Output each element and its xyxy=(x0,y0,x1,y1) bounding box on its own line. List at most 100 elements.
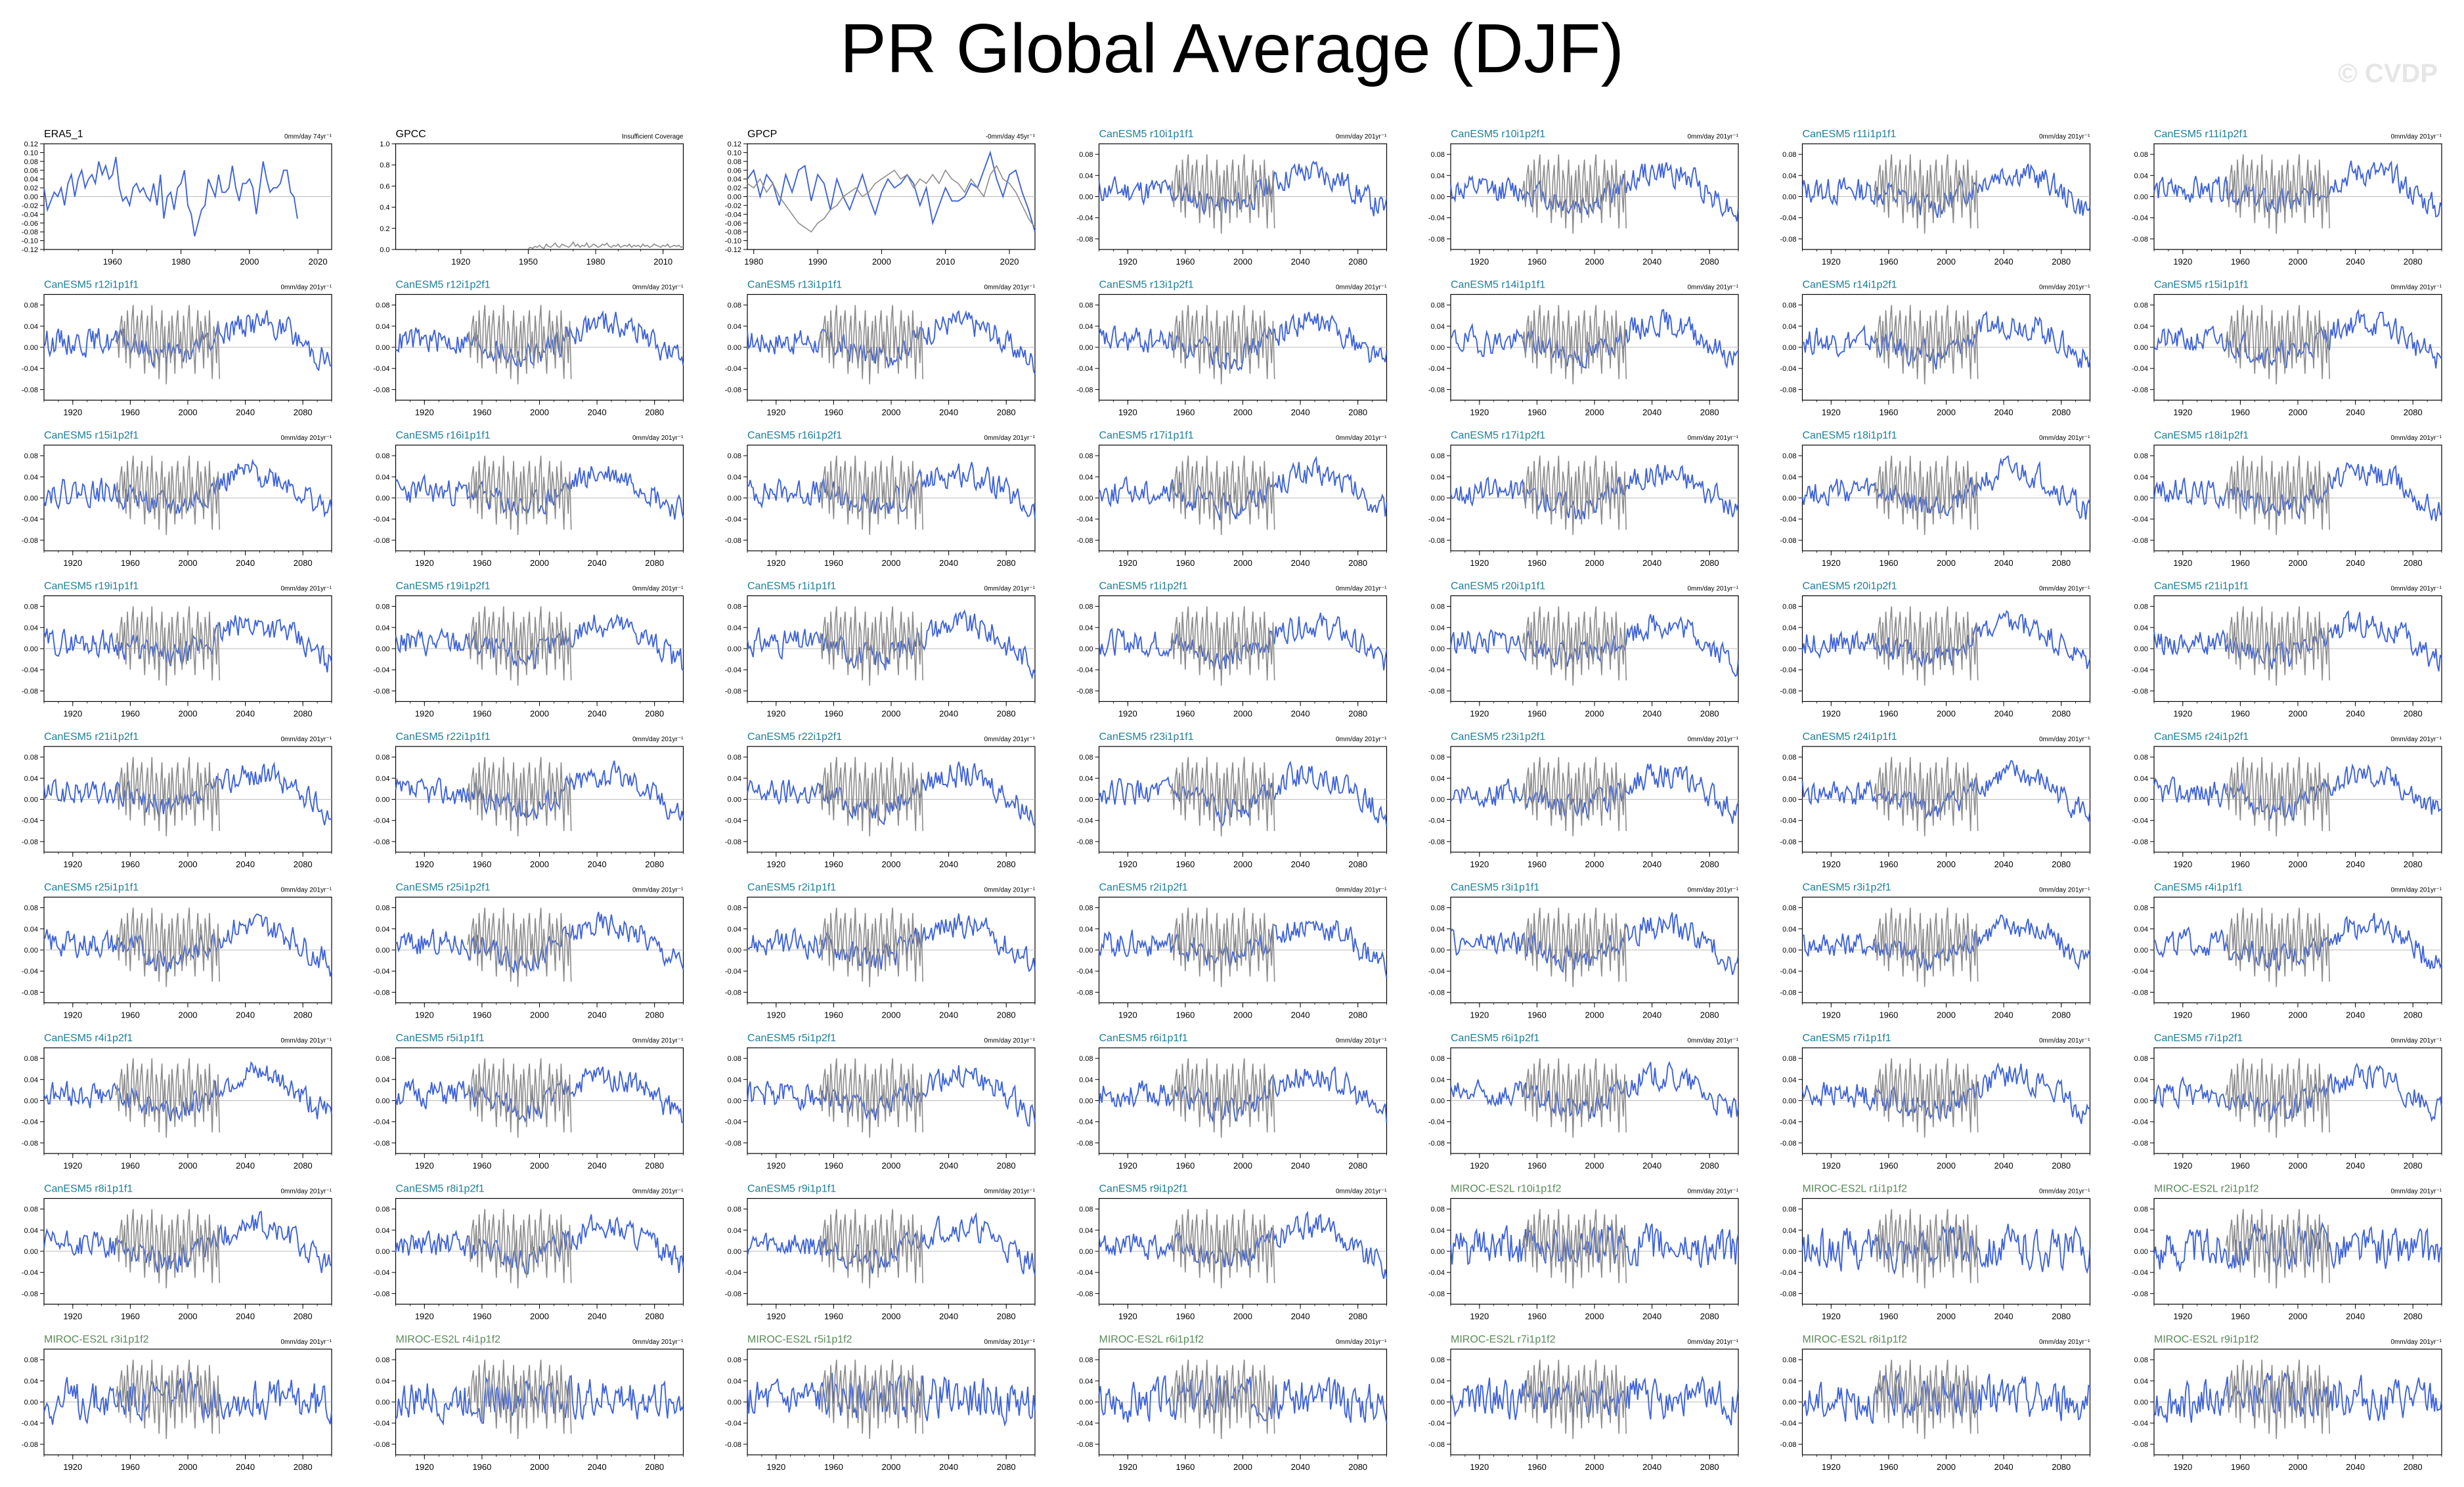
reference-series-line xyxy=(1874,757,1979,836)
x-tick-label: 1980 xyxy=(586,257,605,267)
reference-series-line xyxy=(1170,1058,1275,1138)
series-line xyxy=(2153,1062,2442,1123)
x-tick-label: 2040 xyxy=(939,1010,958,1020)
x-tick-label: 2040 xyxy=(236,1010,255,1020)
x-tick-label: 1920 xyxy=(451,257,470,267)
x-tick-label: 2000 xyxy=(1233,709,1252,719)
y-tick-label: 0.08 xyxy=(728,754,741,762)
x-tick-label: 1920 xyxy=(1822,1161,1841,1171)
panel-58: MIROC-ES2L r5i1p1f2 0mm/day 201yr⁻¹ 0.08 0.… xyxy=(725,1334,1036,1472)
y-tick-label: -0.04 xyxy=(373,666,389,674)
x-tick-label: 1920 xyxy=(766,709,785,719)
x-tick-label: 2040 xyxy=(236,558,255,568)
x-tick-label: 2080 xyxy=(2404,1010,2423,1020)
panel-trend-label: 0mm/day 201yr⁻¹ xyxy=(2039,284,2090,291)
y-tick-label: 0.08 xyxy=(1782,754,1796,762)
panel-title: CanESM5 r12i1p2f1 xyxy=(396,280,491,291)
x-tick-label: 1960 xyxy=(2231,257,2250,267)
y-tick-label: -0.06 xyxy=(725,220,741,228)
y-tick-label: -0.08 xyxy=(2132,687,2148,695)
y-tick-label: 0.08 xyxy=(376,1356,389,1364)
reference-series-line xyxy=(115,456,220,535)
x-tick-label: 1960 xyxy=(1528,408,1547,418)
panel-trend-label: 0mm/day 201yr⁻¹ xyxy=(2039,1339,2090,1346)
reference-series-line xyxy=(2225,456,2330,535)
reference-series-line xyxy=(1874,1209,1979,1289)
series-line xyxy=(2153,1371,2442,1423)
x-tick-label: 1960 xyxy=(824,709,843,719)
panel-5: CanESM5 r11i1p1f1 0mm/day 201yr⁻¹ 0.08 0.04… xyxy=(1780,129,2091,267)
x-tick-label: 1920 xyxy=(2173,408,2192,418)
x-tick-label: 1960 xyxy=(472,1312,491,1322)
y-tick-label: -0.08 xyxy=(1780,838,1796,846)
panel-trend-label: 0mm/day 74yr⁻¹ xyxy=(284,133,332,140)
reference-series-line xyxy=(2225,606,2330,686)
y-tick-label: 0.00 xyxy=(728,194,741,202)
x-tick-label: 1920 xyxy=(63,1161,82,1171)
y-tick-label: 0.0 xyxy=(380,246,389,254)
y-tick-label: 0.04 xyxy=(1431,926,1445,934)
y-tick-label: 0.04 xyxy=(1079,1076,1093,1084)
series-line xyxy=(747,1212,1036,1276)
series-line xyxy=(43,762,332,826)
y-tick-label: -0.08 xyxy=(725,1441,741,1449)
x-tick-label: 1960 xyxy=(1528,1161,1547,1171)
reference-series-line xyxy=(818,1058,923,1138)
x-tick-label: 1920 xyxy=(1118,1462,1137,1472)
series-line xyxy=(1450,764,1739,824)
reference-series-line xyxy=(1170,907,1275,987)
x-tick-label: 2000 xyxy=(1585,1010,1604,1020)
panel-trend-label: 0mm/day 201yr⁻¹ xyxy=(1336,133,1387,140)
x-tick-label: 2080 xyxy=(1700,859,1719,869)
series-line xyxy=(2153,913,2442,971)
x-tick-label: 2080 xyxy=(294,1462,313,1472)
y-tick-label: -0.04 xyxy=(1780,516,1796,524)
y-tick-label: -0.08 xyxy=(1076,1441,1093,1449)
x-tick-label: 2000 xyxy=(2289,1312,2308,1322)
y-tick-label: -0.08 xyxy=(1076,537,1093,545)
y-tick-label: -0.08 xyxy=(1780,1441,1796,1449)
series-line xyxy=(1450,309,1739,370)
series-line xyxy=(1098,311,1388,372)
y-tick-label: -0.04 xyxy=(1076,1420,1093,1428)
x-tick-label: 2080 xyxy=(997,1312,1016,1322)
panel-8: CanESM5 r12i1p2f1 0mm/day 201yr⁻¹ 0.08 0.04… xyxy=(373,280,684,418)
y-tick-label: 0.08 xyxy=(1431,151,1445,159)
y-tick-label: -0.10 xyxy=(22,238,38,246)
panel-title: CanESM5 r18i1p2f1 xyxy=(2154,430,2249,441)
reference-series-line xyxy=(1522,757,1627,836)
y-tick-label: 0.04 xyxy=(24,176,38,184)
x-tick-label: 2040 xyxy=(2346,1312,2365,1322)
y-tick-label: 0.08 xyxy=(24,1055,38,1063)
x-tick-label: 2040 xyxy=(1291,1312,1310,1322)
panel-16: CanESM5 r16i1p2f1 0mm/day 201yr⁻¹ 0.08 0.04… xyxy=(725,430,1036,568)
panel-43: CanESM5 r5i1p1f1 0mm/day 201yr⁻¹ 0.08 0.04 0… xyxy=(373,1033,684,1171)
panel-title: CanESM5 r1i1p2f1 xyxy=(1099,581,1188,592)
x-tick-label: 1960 xyxy=(824,859,843,869)
reference-series-line xyxy=(115,606,220,686)
y-tick-label: 0.04 xyxy=(1431,775,1445,783)
panel-trend-label: 0mm/day 201yr⁻¹ xyxy=(1336,1339,1387,1346)
panel-title: CanESM5 r13i1p2f1 xyxy=(1099,280,1194,291)
panel-29: CanESM5 r22i1p1f1 0mm/day 201yr⁻¹ 0.08 0.04… xyxy=(373,731,684,869)
panel-trend-label: 0mm/day 201yr⁻¹ xyxy=(2390,133,2442,140)
x-tick-label: 2040 xyxy=(2346,859,2365,869)
y-tick-label: 0.00 xyxy=(1079,1098,1093,1106)
x-tick-label: 2000 xyxy=(1585,1161,1604,1171)
panel-trend-label: 0mm/day 201yr⁻¹ xyxy=(280,1188,332,1196)
x-tick-label: 2040 xyxy=(588,1161,607,1171)
series-line xyxy=(43,1211,332,1274)
x-tick-label: 2000 xyxy=(530,709,549,719)
x-tick-label: 2040 xyxy=(1642,408,1661,418)
y-tick-label: 0.00 xyxy=(376,947,389,955)
x-tick-label: 2000 xyxy=(1937,408,1956,418)
panel-trend-label: 0mm/day 201yr⁻¹ xyxy=(1687,1037,1738,1045)
x-tick-label: 2000 xyxy=(1233,257,1252,267)
series-line xyxy=(1802,311,2091,370)
y-tick-label: -0.04 xyxy=(1076,1119,1093,1127)
x-tick-label: 1920 xyxy=(1822,1462,1841,1472)
panel-trend-label: 0mm/day 201yr⁻¹ xyxy=(1687,736,1738,743)
y-tick-label: 0.00 xyxy=(1782,495,1796,503)
y-tick-label: -0.04 xyxy=(1780,1420,1796,1428)
y-tick-label: 0.12 xyxy=(728,140,741,148)
